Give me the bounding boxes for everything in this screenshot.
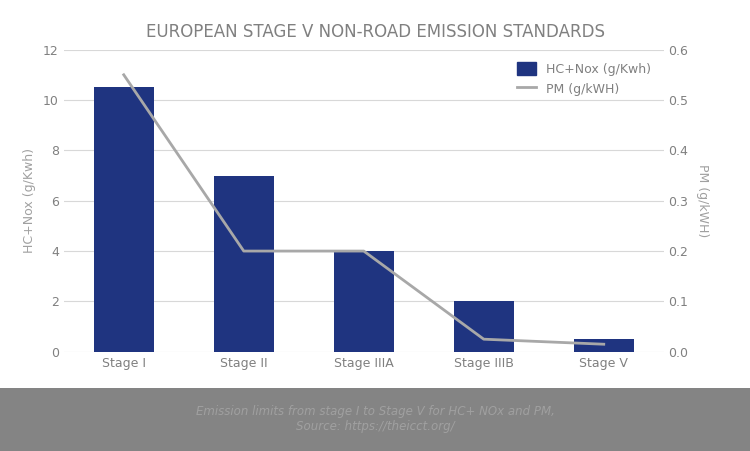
Bar: [94, 87, 154, 352]
Text: EUROPEAN STAGE V NON-ROAD EMISSION STANDARDS: EUROPEAN STAGE V NON-ROAD EMISSION STAND…: [146, 23, 604, 41]
Bar: [454, 301, 514, 352]
Bar: [214, 175, 274, 352]
Text: Emission limits from stage I to Stage V for HC+ NOx and PM,
Source: https://thei: Emission limits from stage I to Stage V …: [196, 405, 554, 433]
Legend: HC+Nox (g/Kwh), PM (g/kWH): HC+Nox (g/Kwh), PM (g/kWH): [512, 56, 658, 102]
Y-axis label: PM (g/kWH): PM (g/kWH): [697, 164, 709, 237]
Y-axis label: HC+Nox (g/Kwh): HC+Nox (g/Kwh): [23, 148, 36, 253]
Bar: [574, 339, 634, 352]
Bar: [334, 251, 394, 352]
